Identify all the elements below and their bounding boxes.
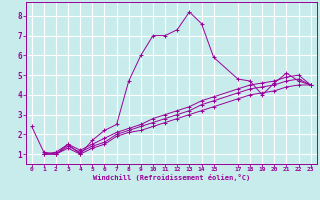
X-axis label: Windchill (Refroidissement éolien,°C): Windchill (Refroidissement éolien,°C) [92, 174, 250, 181]
